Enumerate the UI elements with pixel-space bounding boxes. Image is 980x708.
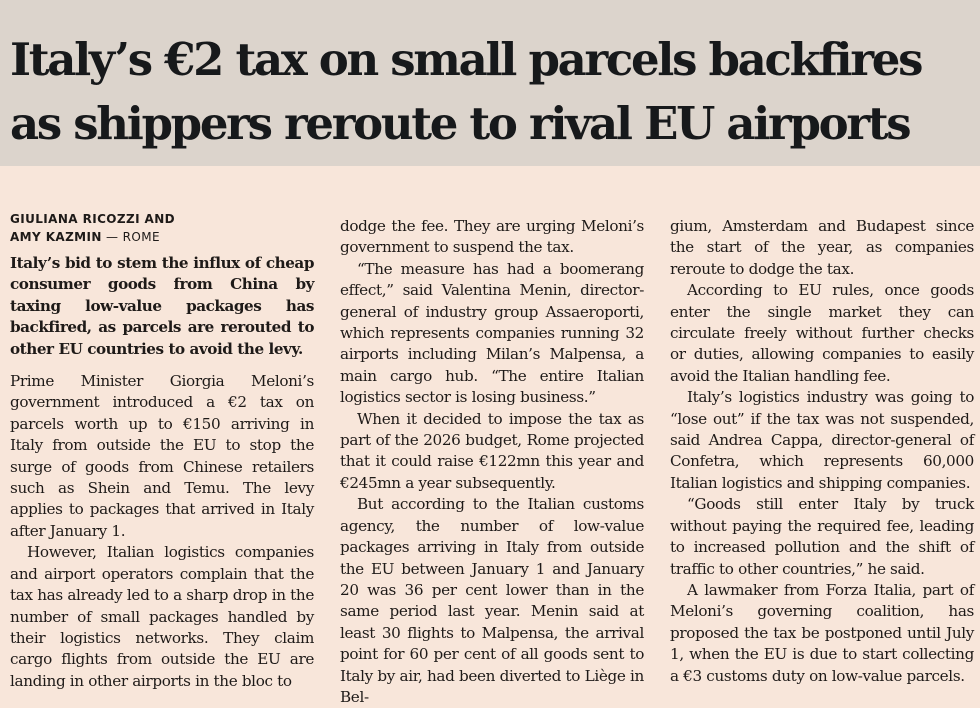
body-paragraph-3: “The measure has had a boomerang effect,… xyxy=(340,259,644,407)
headline-line-2: as shippers reroute to rival EU airports xyxy=(10,97,912,150)
byline-authors-line-1: GIULIANA RICOZZI AND xyxy=(10,212,176,226)
body-paragraph-7: Italy’s logistics industry was going to … xyxy=(670,388,974,492)
headline-line-1: Italy’s €2 tax on small parcels backfire… xyxy=(10,33,923,86)
body-paragraph-2-end: dodge the fee. They are urging Meloni’s … xyxy=(340,217,644,257)
body-paragraph-1: Prime Minister Giorgia Meloni’s governme… xyxy=(10,372,314,540)
byline-authors-line-2: AMY KAZMIN xyxy=(10,230,102,244)
article-column-2: dodge the fee. They are urging Meloni’s … xyxy=(340,216,644,708)
headline-band xyxy=(0,0,980,166)
byline: GIULIANA RICOZZI AND AMY KAZMIN — ROME xyxy=(10,210,314,246)
article-lede: Italy’s bid to stem the influx of cheap … xyxy=(10,254,314,358)
headline: Italy’s €2 tax on small parcels backfire… xyxy=(10,28,975,156)
body-paragraph-2-start: However, Italian logistics companies and… xyxy=(10,543,314,690)
body-paragraph-5-start: But according to the Italian customs age… xyxy=(340,495,644,706)
body-paragraph-6: According to EU rules, once goods enter … xyxy=(670,281,974,385)
body-paragraph-5-end: gium, Amsterdam and Budapest since the s… xyxy=(670,217,974,278)
byline-location: — ROME xyxy=(101,230,160,244)
body-paragraph-4: When it decided to impose the tax as par… xyxy=(340,409,644,492)
body-paragraph-8: “Goods still enter Italy by truck withou… xyxy=(670,495,974,578)
article-column-1: GIULIANA RICOZZI AND AMY KAZMIN — ROME I… xyxy=(10,210,314,692)
article-column-3: gium, Amsterdam and Budapest since the s… xyxy=(670,216,974,687)
body-paragraph-9: A lawmaker from Forza Italia, part of Me… xyxy=(670,580,974,685)
